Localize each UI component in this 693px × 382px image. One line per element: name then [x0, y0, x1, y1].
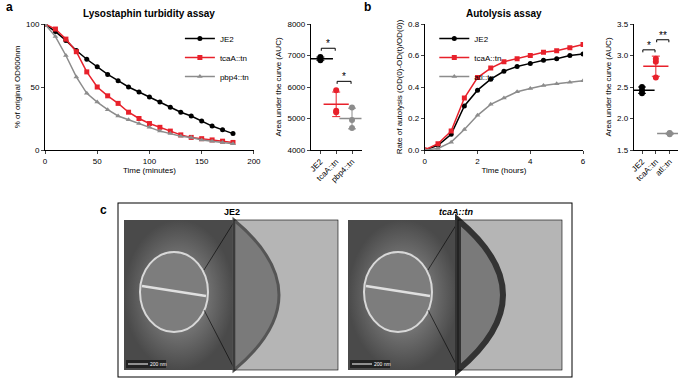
svg-text:tcaA::tn: tcaA::tn: [315, 157, 341, 183]
svg-text:200 nm: 200 nm: [374, 361, 391, 367]
svg-text:Time (minutes): Time (minutes): [123, 166, 176, 175]
svg-text:4000: 4000: [287, 146, 305, 155]
svg-text:100: 100: [26, 20, 40, 29]
svg-text:2.0: 2.0: [617, 114, 629, 123]
svg-text:a: a: [6, 0, 13, 14]
svg-text:2.5: 2.5: [617, 83, 629, 92]
svg-text:**: **: [659, 30, 667, 41]
svg-text:50: 50: [93, 157, 102, 166]
svg-text:0.0: 0.0: [408, 146, 420, 155]
svg-text:3.0: 3.0: [617, 51, 629, 60]
svg-text:pbp4::tn: pbp4::tn: [329, 157, 356, 184]
svg-text:4: 4: [528, 157, 533, 166]
svg-text:Rate of autolysis (OD(0)-OD(t): Rate of autolysis (OD(0)-OD(t)/OD(0)): [395, 19, 404, 154]
svg-text:JE2: JE2: [224, 207, 240, 217]
svg-text:JE2: JE2: [474, 35, 488, 44]
svg-text:tcaA::tn: tcaA::tn: [439, 207, 473, 217]
svg-text:Time (hours): Time (hours): [481, 166, 526, 175]
svg-text:Lysostaphin turbidity assay: Lysostaphin turbidity assay: [83, 8, 215, 19]
svg-text:2: 2: [475, 157, 480, 166]
svg-text:Area under the curve (AUC): Area under the curve (AUC): [604, 37, 613, 136]
svg-text:0.6: 0.6: [408, 51, 420, 60]
svg-text:0: 0: [35, 146, 40, 155]
svg-text:0: 0: [43, 157, 48, 166]
svg-text:3.5: 3.5: [617, 20, 629, 29]
svg-text:atl::tn: atl::tn: [474, 73, 494, 82]
svg-text:c: c: [100, 203, 107, 217]
svg-text:50: 50: [30, 83, 39, 92]
svg-text:0.8: 0.8: [408, 20, 420, 29]
svg-text:200 nm: 200 nm: [150, 361, 167, 367]
svg-text:*: *: [326, 38, 330, 49]
svg-text:150: 150: [195, 157, 209, 166]
svg-text:0.2: 0.2: [408, 114, 420, 123]
svg-text:5000: 5000: [287, 114, 305, 123]
svg-text:0.4: 0.4: [408, 83, 420, 92]
svg-text:tcaA::tn: tcaA::tn: [220, 54, 247, 63]
svg-text:6000: 6000: [287, 83, 305, 92]
svg-text:b: b: [364, 0, 371, 14]
svg-text:*: *: [342, 71, 346, 82]
svg-text:1.5: 1.5: [617, 146, 629, 155]
svg-text:7000: 7000: [287, 51, 305, 60]
svg-text:Autolysis assay: Autolysis assay: [466, 8, 542, 19]
svg-text:JE2: JE2: [308, 157, 325, 174]
svg-text:0: 0: [423, 157, 428, 166]
svg-text:pbp4::tn: pbp4::tn: [220, 73, 249, 82]
svg-text:8000: 8000: [287, 20, 305, 29]
svg-text:JE2: JE2: [220, 35, 234, 44]
svg-text:JE2: JE2: [630, 157, 647, 174]
svg-text:tcaA::tn: tcaA::tn: [474, 54, 501, 63]
svg-text:100: 100: [143, 157, 157, 166]
svg-text:200: 200: [247, 157, 261, 166]
svg-text:*: *: [647, 40, 651, 51]
svg-text:Area under the curve (AUC): Area under the curve (AUC): [274, 37, 283, 136]
svg-text:tcaA::tn: tcaA::tn: [635, 157, 661, 183]
svg-text:atl::tn: atl::tn: [654, 157, 674, 177]
svg-text:% of original OD600nm: % of original OD600nm: [13, 45, 22, 128]
svg-text:6: 6: [581, 157, 586, 166]
